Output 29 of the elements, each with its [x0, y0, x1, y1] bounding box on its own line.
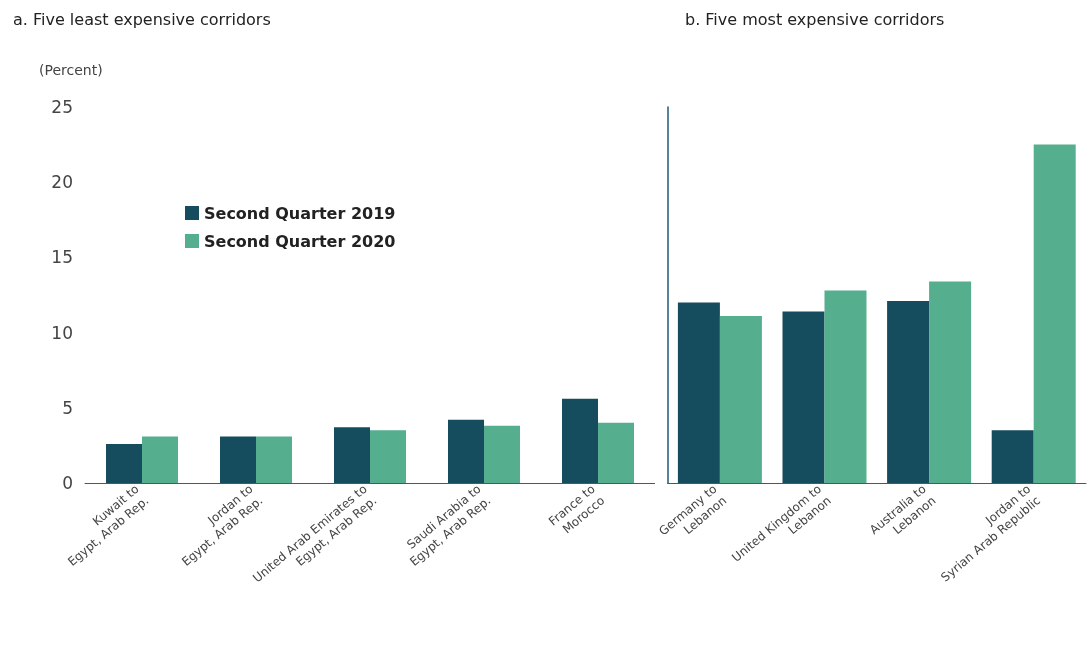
legend-label: Second Quarter 2020: [204, 231, 396, 251]
bar: [677, 302, 720, 483]
y-tick-label: 25: [51, 97, 73, 117]
bar: [929, 281, 972, 483]
y-axis-title: (Percent): [39, 62, 103, 78]
bar: [562, 398, 598, 483]
bar: [824, 290, 867, 483]
y-tick-label: 10: [51, 322, 73, 343]
bar: [1033, 144, 1076, 483]
y-tick-label: 5: [62, 397, 73, 418]
bar: [598, 422, 634, 483]
bar: [484, 425, 520, 483]
bar: [370, 430, 406, 483]
bar: [991, 430, 1034, 483]
bar: [220, 436, 256, 483]
bar: [887, 301, 930, 483]
bar: [256, 436, 292, 483]
bar: [106, 443, 142, 483]
bar: [334, 427, 370, 483]
y-tick-label: 20: [51, 172, 73, 193]
legend-label: Second Quarter 2019: [204, 203, 396, 223]
bar: [142, 436, 178, 483]
chart-title: b. Five most expensive corridors: [685, 9, 945, 29]
y-tick-label: 15: [51, 247, 73, 268]
y-tick-label: 0: [62, 473, 73, 493]
chart-title: a. Five least expensive corridors: [13, 9, 271, 29]
bar: [719, 316, 762, 483]
bar: [782, 311, 825, 483]
bar: [448, 419, 484, 483]
